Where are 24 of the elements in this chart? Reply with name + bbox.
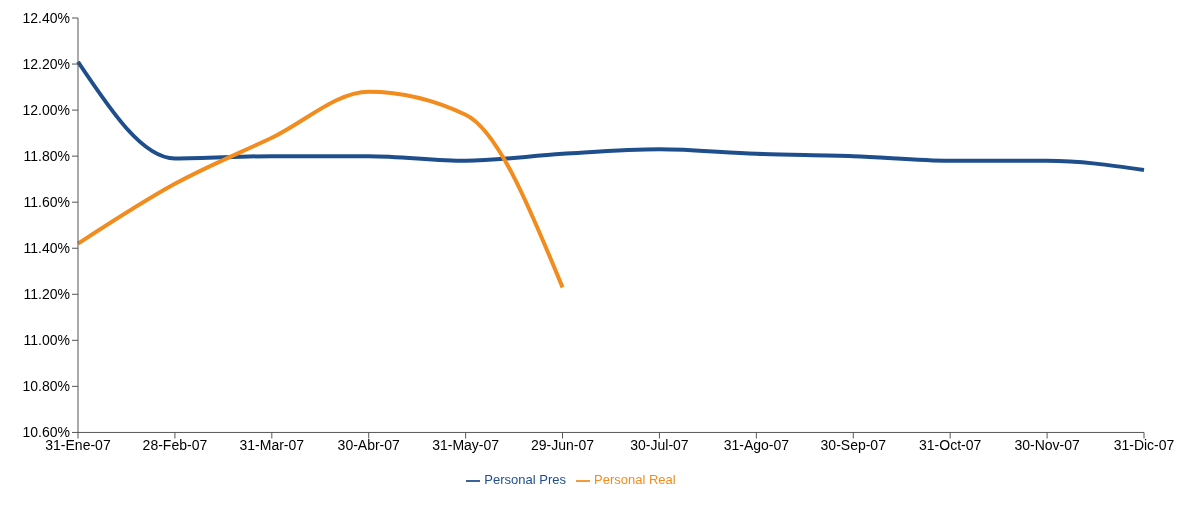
y-tick-label: 12.20% — [22, 56, 70, 73]
y-tick-label: 12.40% — [22, 9, 70, 26]
y-tick-label: 10.80% — [22, 378, 70, 395]
line-series — [76, 59, 1146, 172]
y-tick-label: 11.40% — [23, 240, 70, 257]
line-series — [76, 89, 565, 290]
y-tick-label: 11.60% — [23, 194, 70, 211]
x-tick-label: 31-Oct-07 — [919, 437, 982, 454]
y-tick-label: 11.20% — [23, 286, 70, 303]
x-tick-label: 30-Jul-07 — [630, 437, 689, 454]
y-tick-label: 12.00% — [22, 102, 70, 119]
x-tick-label: 28-Feb-07 — [142, 437, 208, 454]
y-tick-label: 11.00% — [23, 332, 70, 349]
x-tick-label: 30-Abr-07 — [337, 437, 401, 454]
x-tick-label: 31-Dic-07 — [1113, 437, 1175, 454]
legend-label: Personal Real — [594, 472, 676, 488]
x-tick-label: 30-Sep-07 — [820, 437, 887, 454]
x-tick-label: 30-Nov-07 — [1014, 437, 1080, 454]
x-tick-label: 31-Mar-07 — [239, 437, 305, 454]
x-tick-label: 31-May-07 — [432, 437, 500, 454]
legend-label: Personal Pres — [484, 472, 566, 488]
x-tick-label: 29-Jun-07 — [531, 437, 595, 454]
y-tick-label: 11.80% — [23, 148, 70, 165]
x-tick-label: 31-Ago-07 — [723, 437, 790, 454]
